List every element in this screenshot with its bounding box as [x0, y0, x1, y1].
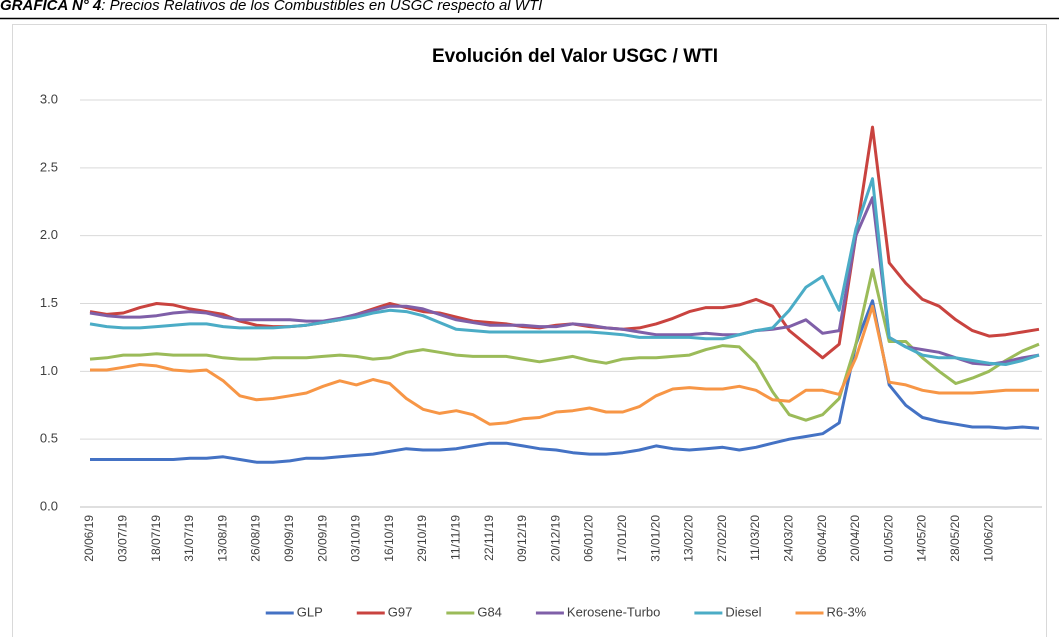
legend-label: Kerosene-Turbo: [567, 604, 660, 619]
x-tick-label: 06/04/20: [815, 515, 829, 562]
caption-label: GRÁFICA N° 4: [0, 0, 102, 14]
series-line: [89, 177, 1040, 366]
x-tick-label: 31/01/20: [648, 515, 662, 562]
x-tick-label: 13/02/20: [682, 515, 696, 562]
x-tick-label: 18/07/19: [149, 515, 163, 562]
x-tick-label: 09/09/19: [282, 515, 296, 562]
y-tick-label: 3.0: [40, 91, 58, 106]
caption: GRÁFICA N° 4: Precios Relativos de los C…: [0, 0, 542, 14]
series-line: [89, 268, 1040, 422]
x-tick-label: 17/01/20: [615, 515, 629, 562]
legend-label: Diesel: [725, 604, 761, 619]
y-tick-label: 2.5: [40, 159, 58, 174]
x-tick-label: 03/07/19: [115, 515, 129, 562]
y-tick-label: 0.5: [40, 431, 58, 446]
x-tick-label: 14/05/20: [915, 515, 929, 562]
x-tick-label: 10/06/20: [981, 515, 995, 562]
series-line: [89, 196, 1040, 366]
x-tick-label: 11/11/19: [448, 515, 462, 560]
x-tick-label: 28/05/20: [948, 515, 962, 562]
legend-label: G97: [388, 604, 413, 619]
series-line: [90, 304, 1039, 426]
legend-label: G84: [477, 604, 502, 619]
chart-frame: [12, 24, 1047, 637]
legend-label: R6-3%: [827, 604, 867, 619]
x-tick-label: 31/07/19: [182, 515, 196, 562]
y-tick-label: 1.0: [40, 363, 58, 378]
y-tick-label: 1.5: [40, 295, 58, 310]
x-tick-label: 27/02/20: [715, 515, 729, 562]
x-tick-label: 01/05/20: [881, 515, 895, 562]
chart-title: Evolución del Valor USGC / WTI: [432, 46, 718, 67]
x-tick-label: 03/10/19: [349, 515, 363, 562]
legend-label: GLP: [297, 604, 323, 619]
x-tick-label: 24/03/20: [781, 515, 795, 562]
x-tick-label: 11/03/20: [748, 515, 762, 561]
x-tick-label: 20/12/19: [548, 515, 562, 562]
x-tick-label: 20/04/20: [848, 515, 862, 562]
x-tick-label: 13/08/19: [215, 515, 229, 562]
x-tick-label: 09/12/19: [515, 515, 529, 562]
x-tick-label: 20/06/19: [82, 515, 96, 562]
series-line: [89, 125, 1040, 360]
y-tick-label: 0.0: [40, 498, 58, 513]
x-tick-label: 26/08/19: [249, 515, 263, 562]
x-tick-label: 16/10/19: [382, 515, 396, 562]
x-tick-label: 06/01/20: [582, 515, 596, 562]
x-tick-label: 22/11/19: [482, 515, 496, 561]
x-tick-label: 29/10/19: [415, 515, 429, 562]
y-tick-label: 2.0: [40, 227, 58, 242]
legend: GLP G97 G84 Kerosene-Turbo Diesel R6-3%: [265, 604, 867, 619]
caption-text: : Precios Relativos de los Combustibles …: [101, 0, 542, 14]
x-tick-label: 20/09/19: [315, 515, 329, 562]
